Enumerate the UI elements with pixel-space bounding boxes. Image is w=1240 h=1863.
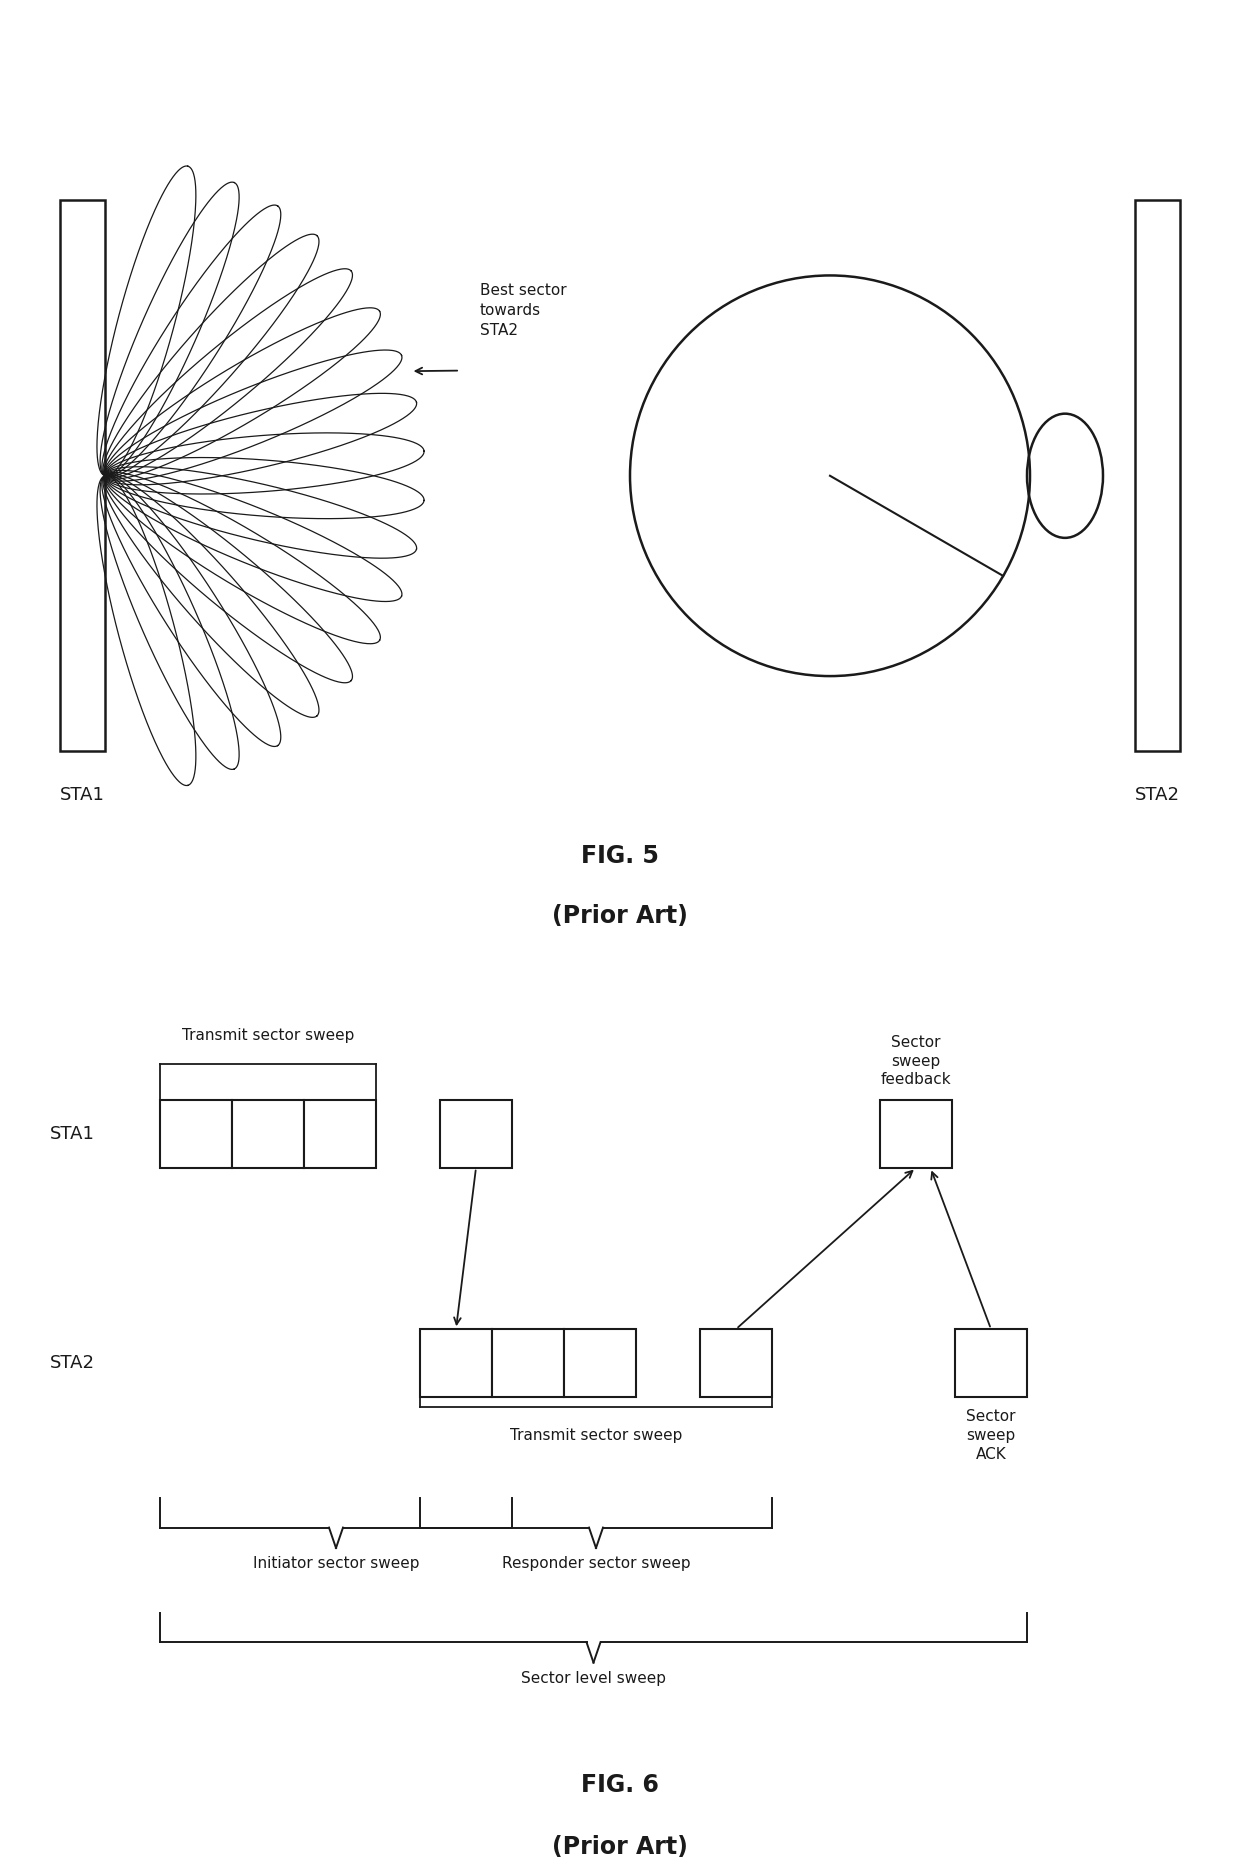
Bar	[232, 1099, 304, 1168]
Text: Responder sector sweep: Responder sector sweep	[502, 1556, 691, 1571]
Bar	[880, 1099, 952, 1168]
Bar	[440, 1099, 512, 1168]
Text: (Prior Art): (Prior Art)	[552, 1835, 688, 1859]
Bar	[492, 1328, 564, 1397]
Text: Transmit sector sweep: Transmit sector sweep	[510, 1429, 682, 1444]
Text: STA2: STA2	[1135, 786, 1180, 805]
Text: STA2: STA2	[50, 1354, 95, 1371]
Text: STA1: STA1	[50, 1125, 95, 1142]
Text: Sector
sweep
feedback: Sector sweep feedback	[880, 1036, 951, 1088]
Text: Sector level sweep: Sector level sweep	[521, 1671, 666, 1686]
Bar	[160, 1099, 232, 1168]
Text: (Prior Art): (Prior Art)	[552, 904, 688, 928]
Bar	[304, 1099, 376, 1168]
Bar	[420, 1328, 492, 1397]
Bar	[955, 1328, 1027, 1397]
Text: Best sector
towards
STA2: Best sector towards STA2	[480, 283, 567, 337]
Bar	[1135, 201, 1180, 751]
Bar	[564, 1328, 636, 1397]
Text: FIG. 6: FIG. 6	[582, 1774, 658, 1798]
Text: Sector
sweep
ACK: Sector sweep ACK	[966, 1408, 1016, 1462]
Bar	[60, 201, 105, 751]
Text: FIG. 5: FIG. 5	[582, 844, 658, 868]
Bar	[701, 1328, 773, 1397]
Text: STA1: STA1	[60, 786, 105, 805]
Text: Initiator sector sweep: Initiator sector sweep	[253, 1556, 419, 1571]
Text: Transmit sector sweep: Transmit sector sweep	[182, 1028, 355, 1043]
